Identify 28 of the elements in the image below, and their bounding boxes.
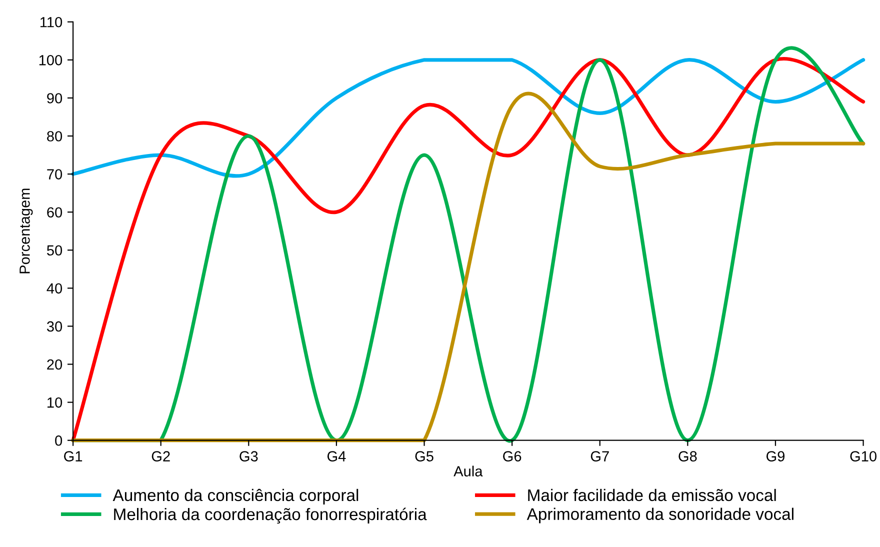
y-tick-label: 90 [47, 93, 62, 104]
legend-label: Aprimoramento da sonoridade vocal [526, 508, 794, 524]
legend-label: Maior facilidade da emissão vocal [528, 488, 776, 502]
y-tick-label: 30 [46, 321, 62, 332]
x-tick-label: G6 [503, 451, 522, 462]
y-tick-label: 20 [47, 359, 62, 370]
y-tick-label: 60 [47, 207, 62, 218]
y-tick-label: 100 [39, 55, 62, 66]
y-tick-label: 0 [55, 435, 62, 446]
y-tick-label: 10 [48, 397, 62, 408]
x-tick-label: G7 [590, 451, 609, 462]
legend-label: Aumento da consciência corporal [112, 488, 358, 504]
x-tick-label: G3 [240, 451, 258, 462]
x-tick-label: G10 [850, 451, 876, 462]
y-tick-label: 80 [47, 131, 62, 142]
x-tick-label: G2 [152, 451, 170, 462]
x-tick-label: G4 [327, 451, 346, 462]
y-tick-label: 70 [47, 169, 62, 180]
y-tick-label: 40 [46, 283, 62, 294]
y-axis-title: Porcentagem [20, 188, 33, 274]
legend-label: Melhoria da coordenação fonorrespiratória [114, 508, 427, 524]
y-tick-label: 110 [40, 16, 62, 28]
x-tick-label: G1 [64, 451, 82, 462]
x-tick-label: G5 [415, 451, 434, 462]
x-tick-label: G8 [678, 451, 697, 462]
x-tick-label: G9 [766, 451, 785, 462]
y-tick-label: 50 [46, 245, 62, 256]
x-axis-title: Aula [454, 466, 483, 476]
